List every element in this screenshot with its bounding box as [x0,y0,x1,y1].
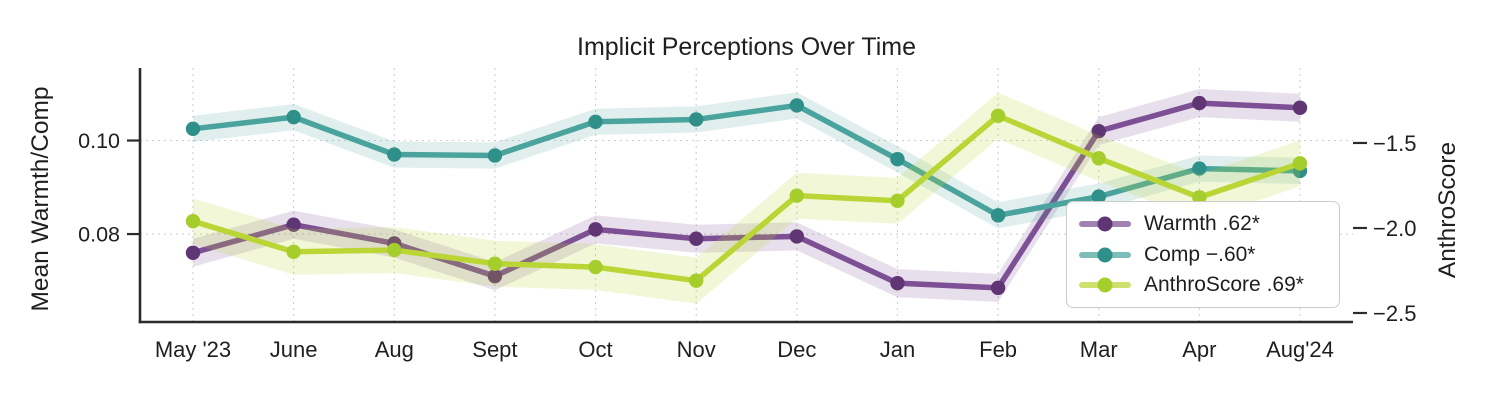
data-point-warmth [990,280,1006,296]
x-tick-label: Dec [777,337,816,362]
data-point-comp [487,148,503,163]
data-point-anthroscore [990,108,1006,123]
data-point-comp [387,147,402,162]
data-point-warmth [1192,95,1207,111]
right-tick-label: −2.5 [1373,301,1416,326]
legend-item-warmth: Warmth .62* [1079,212,1327,236]
data-point-comp [688,112,704,127]
data-point-comp [588,114,603,129]
left-axis-title: Mean Warmth/Comp [27,86,54,312]
data-point-warmth [588,222,603,237]
anthroscore-line-swatch [1079,277,1131,293]
x-tick-label: Jan [880,337,915,362]
x-tick-label: Apr [1182,337,1216,362]
left-tick-label: 0.08 [78,223,120,247]
data-point-anthroscore [789,188,805,203]
data-point-anthroscore [1292,156,1308,171]
data-point-anthroscore [1192,190,1207,205]
x-tick-label: Oct [578,337,612,362]
x-tick-label: Sept [472,337,517,362]
x-tick-label: Feb [979,337,1017,362]
x-tick-label: Aug [375,337,414,362]
warmth-line-swatch [1079,216,1131,232]
series-comp [185,92,1308,229]
data-point-anthroscore [487,256,503,271]
data-point-anthroscore [890,193,905,208]
legend-label-anthroscore: AnthroScore .69* [1144,272,1304,296]
data-point-anthroscore [185,213,201,229]
data-point-anthroscore [588,259,603,275]
x-tick-label: June [270,337,318,362]
left-tick-label: 0.10 [78,129,120,153]
data-point-warmth [286,217,301,232]
data-point-warmth [1292,100,1308,115]
confidence-band [193,92,1300,304]
series-anthroscore [185,92,1308,304]
trend-line [190,113,1303,284]
data-point-warmth [1091,123,1106,139]
legend: Warmth .62* Comp −.60* AnthroScore .69* [1066,201,1340,308]
right-tick-label: −1.5 [1373,131,1416,156]
legend-item-anthroscore: AnthroScore .69* [1079,273,1327,297]
data-point-anthroscore [688,273,704,288]
legend-item-comp: Comp −.60* [1079,243,1327,267]
data-point-comp [185,121,201,137]
data-point-anthroscore [1091,151,1106,166]
data-point-warmth [688,231,704,246]
data-point-comp [286,109,301,125]
data-point-warmth [487,268,503,284]
comp-line-swatch [1079,247,1131,262]
data-point-comp [789,98,805,113]
legend-label-warmth: Warmth .62* [1144,212,1260,236]
legend-label-comp: Comp −.60* [1144,242,1256,266]
x-tick-label: Nov [677,337,716,362]
x-tick-label: Aug'24 [1266,337,1334,362]
data-point-comp [1192,161,1207,176]
trend-line [190,102,1303,219]
data-point-warmth [185,245,201,260]
data-point-comp [990,208,1006,223]
x-tick-label: Mar [1080,337,1118,362]
confidence-band [193,92,1300,229]
data-point-anthroscore [286,244,301,259]
x-tick-label: May '23 [155,337,231,362]
data-point-comp [1091,189,1106,204]
data-point-warmth [789,229,805,244]
chart-title: Implicit Perceptions Over Time [577,33,916,61]
data-point-anthroscore [387,242,402,258]
right-tick-label: −2.0 [1373,216,1416,241]
right-axis-title: AnthroScore [1434,141,1461,279]
data-point-comp [890,152,905,167]
data-point-warmth [890,275,905,291]
